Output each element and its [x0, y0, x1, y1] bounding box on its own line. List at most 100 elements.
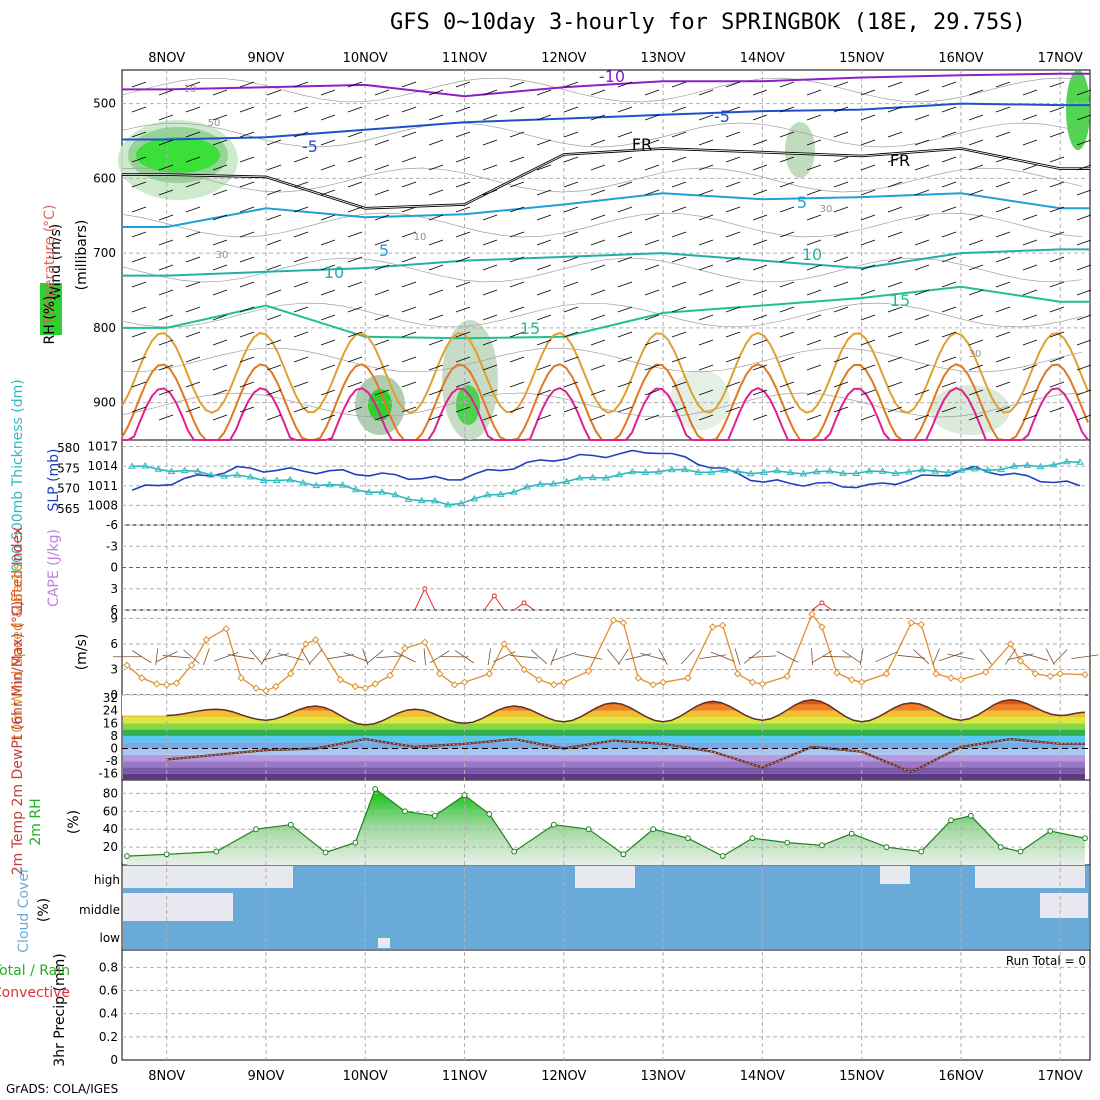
wind-barb: [833, 331, 849, 338]
wind-barb: [671, 231, 687, 238]
rh-2m-point: [585, 826, 592, 833]
wind-barb: [239, 156, 255, 163]
rh-contour: [121, 77, 1083, 103]
wind-barb: [968, 364, 984, 371]
wind-barb: [941, 106, 957, 113]
wind-barb: [212, 89, 228, 96]
wind-barb: [347, 306, 363, 313]
thickness-series-point: [865, 467, 874, 474]
rh-2m-point: [431, 812, 438, 819]
thickness-series-point: [812, 467, 821, 475]
wind-barb: [320, 189, 336, 196]
wind-barb: [266, 364, 282, 371]
wind-barb: [860, 389, 876, 396]
thickness-series-point: [733, 467, 742, 474]
wind-barb: [914, 339, 930, 346]
wind-barb: [833, 381, 849, 388]
wind-barb: [401, 106, 417, 113]
upper-ylabel: (millibars): [74, 220, 90, 291]
day-label-top: 9NOV: [248, 51, 285, 66]
wind-barb: [401, 256, 417, 263]
thickness-series-point: [1049, 460, 1058, 468]
upper-rh-label: RH (%): [42, 296, 58, 345]
thickness-series-point: [654, 467, 663, 475]
y-tick-label: 8: [110, 729, 118, 743]
temp-panel-label: 2m Temp 2m DewPt (6hr Min/Max) (°C): [10, 601, 26, 876]
lifted-index-point: [491, 593, 497, 599]
surface-wind-barb: [493, 651, 516, 663]
wind-barb: [698, 414, 714, 421]
wind-barb: [968, 189, 984, 196]
y-tick-label: 80: [103, 786, 118, 800]
surface-wind-barb: [203, 648, 210, 666]
wind-barb: [968, 414, 984, 421]
wind-barb: [860, 264, 876, 271]
surface-wind-barb: [227, 654, 255, 660]
wind-barb: [779, 156, 795, 163]
surface-wind-barb: [811, 650, 833, 664]
wind-barb: [779, 281, 795, 288]
y-tick-label: 570: [57, 482, 80, 496]
wind-barb: [698, 314, 714, 321]
wind-barb: [725, 81, 741, 88]
wind-barb: [968, 314, 984, 321]
wind-barb: [617, 131, 633, 138]
y-tick-label: 0.8: [99, 960, 118, 974]
wind-barb: [887, 356, 903, 363]
wind-barb: [293, 156, 309, 163]
wind-barb: [185, 106, 201, 113]
temp-band: [123, 723, 1085, 730]
thickness-series-point: [365, 488, 373, 495]
wind-barb: [374, 389, 390, 396]
temp-band: [123, 773, 1085, 780]
wind-speed-point: [1016, 657, 1025, 665]
surface-wind-barb: [1004, 648, 1017, 665]
wind-barb: [185, 281, 201, 288]
day-label-bottom: 10NOV: [343, 1069, 388, 1084]
rh-shade: [442, 320, 498, 440]
rh-2m-area: [127, 788, 1085, 865]
wind-barb: [1022, 164, 1038, 171]
thickness-series-point: [904, 468, 913, 475]
wind-barb: [212, 289, 228, 296]
wind-barb: [347, 281, 363, 288]
thickness-series-point: [299, 478, 308, 486]
wind-barb: [455, 306, 471, 313]
rh-2m-point: [784, 839, 791, 846]
wind-barb: [455, 156, 471, 163]
wind-barb: [563, 406, 579, 413]
wind-speed-point: [932, 670, 940, 678]
wind-barb: [158, 239, 174, 246]
wind-barb: [509, 81, 525, 88]
wind-barb: [860, 164, 876, 171]
wind-barb: [860, 139, 876, 146]
thickness-series-point: [944, 468, 953, 475]
wind-barb: [131, 156, 147, 163]
wind-barb: [347, 131, 363, 138]
wind-barb: [887, 381, 903, 388]
rh-2m-point: [461, 792, 468, 799]
wind-barb: [212, 189, 228, 196]
wind-barb: [509, 181, 525, 188]
wind-barb: [536, 339, 552, 346]
wind-barb: [1022, 339, 1038, 346]
wind-barb: [617, 206, 633, 213]
wind-barb: [266, 89, 282, 96]
thickness-series-point: [931, 467, 940, 474]
wind-barb: [536, 89, 552, 96]
wind-barb: [401, 281, 417, 288]
wind-barb: [779, 331, 795, 338]
cloud-high-gap: [123, 866, 293, 888]
wind-speed-point: [733, 670, 742, 678]
wind-barb: [941, 206, 957, 213]
wind-barb: [428, 89, 444, 96]
wind-barb: [806, 264, 822, 271]
wind-barb: [941, 331, 957, 338]
surface-wind-barb: [132, 650, 152, 664]
wind-barb: [266, 239, 282, 246]
wind-barb: [320, 164, 336, 171]
thickness-series-point: [391, 490, 400, 498]
wind-barb: [563, 381, 579, 388]
rh-2m-point: [719, 853, 726, 859]
day-label-bottom: 8NOV: [148, 1069, 185, 1084]
